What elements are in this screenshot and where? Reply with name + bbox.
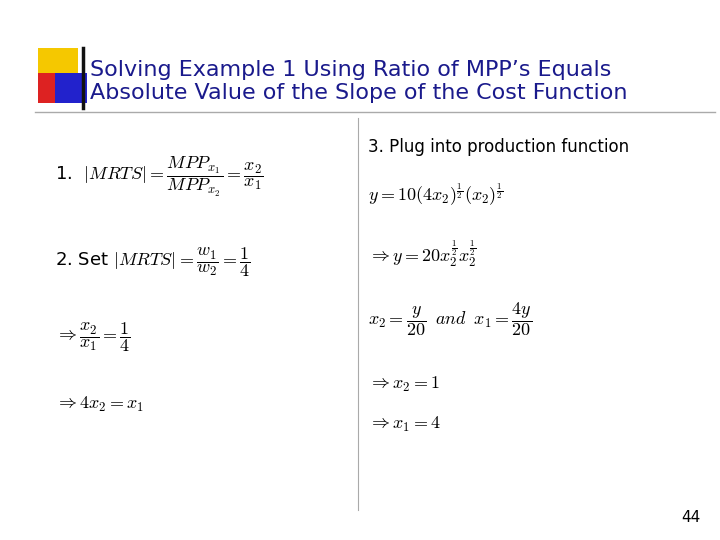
Text: 3. Plug into production function: 3. Plug into production function [368,138,629,156]
Text: $x_2 = \dfrac{y}{20} \;\; \mathit{and} \;\; x_1 = \dfrac{4y}{20}$: $x_2 = \dfrac{y}{20} \;\; \mathit{and} \… [368,300,532,338]
Text: $\Rightarrow x_2 = 1$: $\Rightarrow x_2 = 1$ [368,375,440,394]
Text: $\Rightarrow y = 20x_2^{\frac{1}{2}}x_2^{\frac{1}{2}}$: $\Rightarrow y = 20x_2^{\frac{1}{2}}x_2^… [368,238,477,268]
Text: 44: 44 [680,510,700,525]
Text: 1.  $|MRTS| = \dfrac{MPP_{x_1}}{MPP_{x_2}} = \dfrac{x_2}{x_1}$: 1. $|MRTS| = \dfrac{MPP_{x_1}}{MPP_{x_2}… [55,155,264,199]
Text: $\Rightarrow \dfrac{x_2}{x_1} = \dfrac{1}{4}$: $\Rightarrow \dfrac{x_2}{x_1} = \dfrac{1… [55,320,131,354]
Text: Absolute Value of the Slope of the Cost Function: Absolute Value of the Slope of the Cost … [90,83,628,103]
Text: $\Rightarrow 4x_2 = x_1$: $\Rightarrow 4x_2 = x_1$ [55,395,144,414]
Bar [38,73,70,103]
Bar [38,48,78,88]
Text: Solving Example 1 Using Ratio of MPP’s Equals: Solving Example 1 Using Ratio of MPP’s E… [90,60,611,80]
Text: $y = 10(4x_2)^{\frac{1}{2}}(x_2)^{\frac{1}{2}}$: $y = 10(4x_2)^{\frac{1}{2}}(x_2)^{\frac{… [368,182,503,208]
Bar [55,73,87,103]
Text: 2. Set $|MRTS| = \dfrac{w_1}{w_2} = \dfrac{1}{4}$: 2. Set $|MRTS| = \dfrac{w_1}{w_2} = \dfr… [55,245,251,279]
Text: $\Rightarrow x_1 = 4$: $\Rightarrow x_1 = 4$ [368,415,441,434]
